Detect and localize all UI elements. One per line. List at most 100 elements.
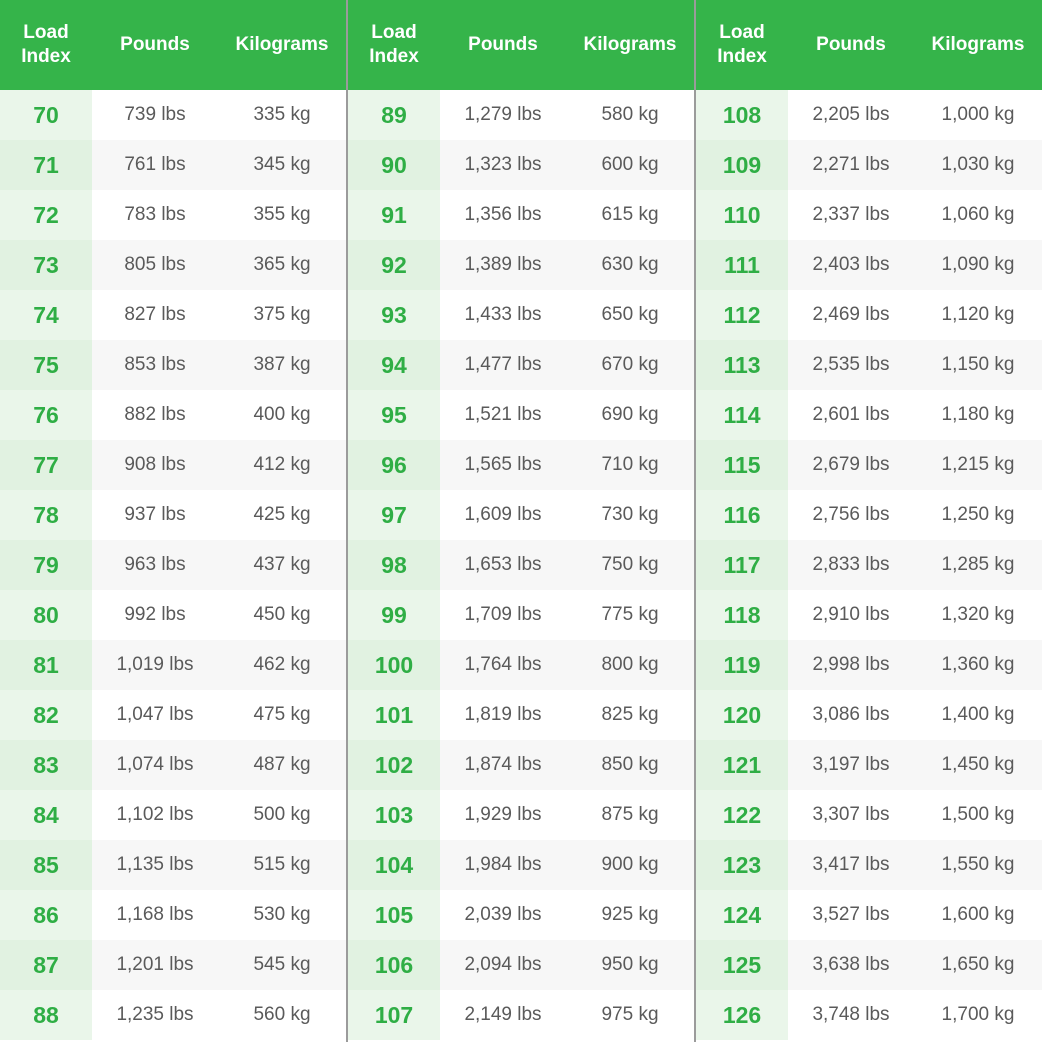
- table-row: 99 1,709 lbs 775 kg: [348, 590, 694, 640]
- load-index-cell: 97: [348, 490, 440, 540]
- value-cell: 1,279 lbs: [464, 104, 542, 125]
- load-index-cell: 80: [0, 590, 92, 640]
- load-index-cell: 106: [348, 940, 440, 990]
- value-cell: 1,521 lbs: [464, 404, 542, 425]
- value-cell: 2,094 lbs: [464, 954, 542, 975]
- table-row: 81 1,019 lbs 462 kg: [0, 640, 346, 690]
- value-cell: 1,609 lbs: [464, 504, 542, 525]
- value-cell: 3,638 lbs: [812, 954, 890, 975]
- header-cell: Load Index: [21, 22, 71, 67]
- load-index-cell: 115: [696, 440, 788, 490]
- value-cell: 1,168 lbs: [116, 904, 194, 925]
- value-cell: 1,450 kg: [941, 754, 1015, 775]
- table-row: 77 908 lbs 412 kg: [0, 440, 346, 490]
- load-index-cell: 83: [0, 740, 92, 790]
- header-cell: Pounds: [468, 34, 538, 55]
- table-row: 120 3,086 lbs 1,400 kg: [696, 690, 1042, 740]
- value-cell: 2,039 lbs: [464, 904, 542, 925]
- value-cell: 1,819 lbs: [464, 704, 542, 725]
- load-index-cell: 84: [0, 790, 92, 840]
- table-row: 117 2,833 lbs 1,285 kg: [696, 540, 1042, 590]
- value-cell: 1,060 kg: [941, 204, 1015, 225]
- value-cell: 1,477 lbs: [464, 354, 542, 375]
- load-index-cell: 96: [348, 440, 440, 490]
- load-index-cell: 126: [696, 990, 788, 1040]
- value-cell: 992 lbs: [124, 604, 186, 625]
- header-cell: Load Index: [717, 22, 767, 67]
- value-cell: 2,679 lbs: [812, 454, 890, 475]
- table-row: 88 1,235 lbs 560 kg: [0, 990, 346, 1040]
- load-index-cell: 73: [0, 240, 92, 290]
- table-body: 70 739 lbs 335 kg 71 761 lbs 345 kg 72 783 lbs 3…: [0, 90, 346, 1040]
- value-cell: 805 lbs: [124, 254, 186, 275]
- load-index-cell: 86: [0, 890, 92, 940]
- value-cell: 2,756 lbs: [812, 504, 890, 525]
- value-cell: 800 kg: [601, 654, 659, 675]
- load-index-cell: 110: [696, 190, 788, 240]
- value-cell: 2,149 lbs: [464, 1004, 542, 1025]
- table-row: 93 1,433 lbs 650 kg: [348, 290, 694, 340]
- table-row: 102 1,874 lbs 850 kg: [348, 740, 694, 790]
- value-cell: 963 lbs: [124, 554, 186, 575]
- header-cell: Kilograms: [931, 34, 1025, 55]
- value-cell: 1,550 kg: [941, 854, 1015, 875]
- table-body: 89 1,279 lbs 580 kg 90 1,323 lbs 600 kg 91 1,35…: [348, 90, 694, 1040]
- value-cell: 437 kg: [253, 554, 311, 575]
- load-index-cell: 103: [348, 790, 440, 840]
- value-cell: 1,135 lbs: [116, 854, 194, 875]
- value-cell: 1,764 lbs: [464, 654, 542, 675]
- value-cell: 925 kg: [601, 904, 659, 925]
- value-cell: 560 kg: [253, 1004, 311, 1025]
- table-row: 123 3,417 lbs 1,550 kg: [696, 840, 1042, 890]
- table-panel: Load Index Pounds Kilograms 89 1,279 lbs 580 …: [346, 0, 694, 1042]
- table-row: 74 827 lbs 375 kg: [0, 290, 346, 340]
- table-row: 78 937 lbs 425 kg: [0, 490, 346, 540]
- load-index-cell: 118: [696, 590, 788, 640]
- load-index-cell: 114: [696, 390, 788, 440]
- header-cell: Kilograms: [235, 34, 329, 55]
- load-index-cell: 122: [696, 790, 788, 840]
- value-cell: 761 lbs: [124, 154, 186, 175]
- load-index-cell: 82: [0, 690, 92, 740]
- load-index-cell: 81: [0, 640, 92, 690]
- load-index-cell: 70: [0, 90, 92, 140]
- header-row: Load Index Pounds Kilograms: [348, 0, 694, 90]
- value-cell: 600 kg: [601, 154, 659, 175]
- value-cell: 775 kg: [601, 604, 659, 625]
- table-row: 106 2,094 lbs 950 kg: [348, 940, 694, 990]
- table-row: 100 1,764 lbs 800 kg: [348, 640, 694, 690]
- load-index-cell: 125: [696, 940, 788, 990]
- value-cell: 500 kg: [253, 804, 311, 825]
- value-cell: 1,500 kg: [941, 804, 1015, 825]
- table-row: 76 882 lbs 400 kg: [0, 390, 346, 440]
- value-cell: 425 kg: [253, 504, 311, 525]
- table-row: 73 805 lbs 365 kg: [0, 240, 346, 290]
- load-index-cell: 75: [0, 340, 92, 390]
- value-cell: 853 lbs: [124, 354, 186, 375]
- load-index-cell: 121: [696, 740, 788, 790]
- table-row: 83 1,074 lbs 487 kg: [0, 740, 346, 790]
- table-panel: Load Index Pounds Kilograms 70 739 lbs 335 kg…: [0, 0, 346, 1042]
- value-cell: 1,700 kg: [941, 1004, 1015, 1025]
- load-index-cell: 100: [348, 640, 440, 690]
- load-index-cell: 91: [348, 190, 440, 240]
- load-index-cell: 116: [696, 490, 788, 540]
- load-index-cell: 120: [696, 690, 788, 740]
- value-cell: 365 kg: [253, 254, 311, 275]
- table-row: 72 783 lbs 355 kg: [0, 190, 346, 240]
- load-index-cell: 88: [0, 990, 92, 1040]
- value-cell: 730 kg: [601, 504, 659, 525]
- load-index-cell: 87: [0, 940, 92, 990]
- table-row: 79 963 lbs 437 kg: [0, 540, 346, 590]
- value-cell: 690 kg: [601, 404, 659, 425]
- value-cell: 827 lbs: [124, 304, 186, 325]
- value-cell: 1,102 lbs: [116, 804, 194, 825]
- value-cell: 1,360 kg: [941, 654, 1015, 675]
- value-cell: 908 lbs: [124, 454, 186, 475]
- value-cell: 630 kg: [601, 254, 659, 275]
- value-cell: 1,000 kg: [941, 104, 1015, 125]
- value-cell: 950 kg: [601, 954, 659, 975]
- value-cell: 750 kg: [601, 554, 659, 575]
- load-index-cell: 119: [696, 640, 788, 690]
- table-row: 107 2,149 lbs 975 kg: [348, 990, 694, 1040]
